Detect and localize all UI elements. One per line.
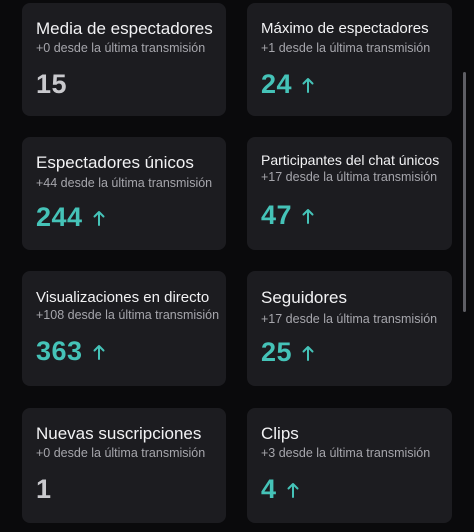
stat-title: Visualizaciones en directo xyxy=(36,289,210,306)
stat-change: +108 desde la última transmisión xyxy=(36,308,220,322)
stat-title: Seguidores xyxy=(261,288,348,307)
arrow-up-icon xyxy=(93,210,105,226)
arrow-up-icon xyxy=(93,344,105,360)
stat-card-new-subscriptions[interactable]: Nuevas suscripciones +0 desde la última … xyxy=(22,408,226,523)
stat-value: 4 xyxy=(261,474,277,504)
arrow-up-icon xyxy=(302,345,314,361)
stat-value: 1 xyxy=(36,474,52,504)
arrow-up-icon xyxy=(302,208,314,224)
stat-card-max-viewers[interactable]: Máximo de espectadores +1 desde la últim… xyxy=(247,3,452,116)
stat-value: 47 xyxy=(261,200,293,230)
stat-value-row: 4 xyxy=(261,474,299,505)
stat-title: Clips xyxy=(261,424,299,443)
stat-title: Espectadores únicos xyxy=(36,153,194,172)
stat-title: Participantes del chat únicos xyxy=(261,152,440,168)
stat-value-row: 25 xyxy=(261,337,314,368)
stat-value: 363 xyxy=(36,336,83,366)
stat-value-row: 363 xyxy=(36,336,105,367)
stat-change: +17 desde la última transmisión xyxy=(261,312,438,326)
stat-card-clips[interactable]: Clips +3 desde la última transmisión 4 xyxy=(247,408,452,523)
stat-change: +0 desde la última transmisión xyxy=(36,446,206,460)
stat-value: 24 xyxy=(261,69,293,99)
stat-change: +17 desde la última transmisión xyxy=(261,170,438,184)
stat-value: 15 xyxy=(36,69,68,99)
arrow-up-icon xyxy=(287,482,299,498)
stat-card-followers[interactable]: Seguidores +17 desde la última transmisi… xyxy=(247,271,452,386)
stat-title: Media de espectadores xyxy=(36,19,213,38)
stat-card-unique-viewers[interactable]: Espectadores únicos +44 desde la última … xyxy=(22,137,226,250)
stat-value-row: 244 xyxy=(36,202,105,233)
stat-card-live-views[interactable]: Visualizaciones en directo +108 desde la… xyxy=(22,271,226,386)
stat-change: +3 desde la última transmisión xyxy=(261,446,431,460)
stat-value-row: 24 xyxy=(261,69,314,100)
stat-value-row: 15 xyxy=(36,69,67,100)
stat-card-unique-chatters[interactable]: Participantes del chat únicos +17 desde … xyxy=(247,137,452,250)
stat-value-row: 47 xyxy=(261,200,314,231)
stat-value: 244 xyxy=(36,202,83,232)
vertical-scrollbar[interactable] xyxy=(463,72,466,312)
stat-title: Máximo de espectadores xyxy=(261,20,429,37)
stat-value-row: 1 xyxy=(36,474,52,505)
stat-title: Nuevas suscripciones xyxy=(36,424,202,443)
stat-change: +1 desde la última transmisión xyxy=(261,41,431,55)
stat-change: +0 desde la última transmisión xyxy=(36,41,206,55)
stat-value: 25 xyxy=(261,337,293,367)
arrow-up-icon xyxy=(302,77,314,93)
stat-change: +44 desde la última transmisión xyxy=(36,176,213,190)
stat-card-average-viewers[interactable]: Media de espectadores +0 desde la última… xyxy=(22,3,226,116)
